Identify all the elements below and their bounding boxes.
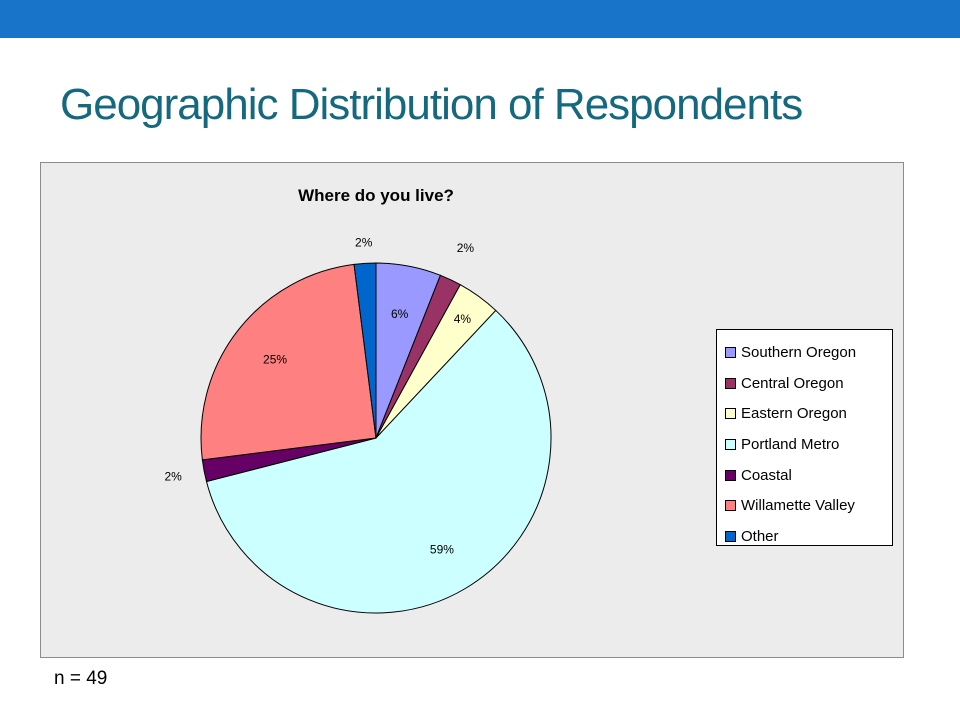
data-label-southern-oregon: 6% — [391, 307, 409, 321]
chart-panel: Where do you live? 6% 2% 4% 59% 2% 25% 2% Sout… — [40, 162, 904, 658]
legend-item-other: Other — [725, 521, 892, 552]
legend-item-central-oregon: Central Oregon — [725, 368, 892, 399]
legend-label: Southern Oregon — [741, 343, 857, 361]
legend-swatch — [725, 408, 736, 420]
data-label-willamette-valley: 25% — [263, 353, 287, 367]
legend-item-southern-oregon: Southern Oregon — [725, 337, 892, 368]
legend-label: Coastal — [741, 466, 792, 484]
sample-size-label: n = 49 — [54, 668, 108, 689]
legend-label: Portland Metro — [741, 435, 840, 453]
legend-item-coastal: Coastal — [725, 460, 892, 491]
legend-item-willamette-valley: Willamette Valley — [725, 490, 892, 521]
legend-label: Central Oregon — [741, 374, 844, 392]
legend-item-portland-metro: Portland Metro — [725, 429, 892, 460]
data-label-eastern-oregon: 4% — [454, 312, 472, 326]
top-accent-bar — [0, 0, 960, 38]
legend-swatch — [725, 500, 736, 512]
slide-title: Geographic Distribution of Respondents — [60, 80, 803, 129]
legend-swatch — [725, 438, 736, 450]
chart-legend: Southern Oregon Central Oregon Eastern Ore… — [716, 329, 893, 546]
data-label-central-oregon: 2% — [457, 241, 475, 255]
legend-swatch — [725, 469, 736, 481]
data-label-other: 2% — [355, 235, 373, 249]
legend-label: Willamette Valley — [741, 497, 855, 515]
legend-label: Other — [741, 527, 779, 545]
legend-swatch — [725, 346, 736, 358]
data-label-coastal: 2% — [164, 470, 182, 484]
pie-slice-willamette-valley — [200, 263, 377, 461]
pie-slice-other — [353, 262, 377, 439]
legend-swatch — [725, 530, 736, 542]
pie-chart: 6% 2% 4% 59% 2% 25% 2% — [164, 235, 552, 614]
pie-slice-portland-metro — [205, 309, 552, 614]
chart-title: Where do you live? — [298, 186, 454, 205]
data-label-portland-metro: 59% — [430, 542, 454, 556]
legend-swatch — [725, 377, 736, 389]
legend-item-eastern-oregon: Eastern Oregon — [725, 398, 892, 429]
legend-label: Eastern Oregon — [741, 405, 847, 423]
